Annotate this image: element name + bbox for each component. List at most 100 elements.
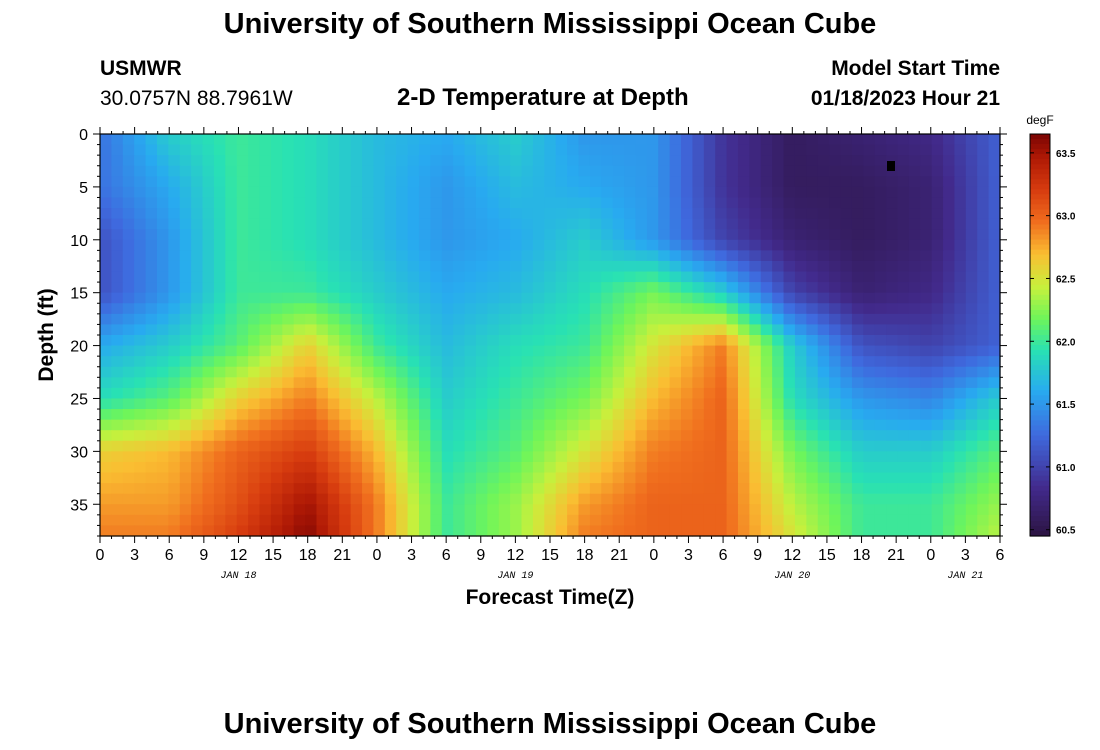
heatmap-cell [578,250,591,262]
heatmap-cell [430,472,443,484]
heatmap-cell [829,134,842,146]
heatmap-cell [874,197,887,209]
heatmap-cell [646,356,659,368]
colorbar-segment [1030,254,1050,261]
heatmap-cell [567,345,580,357]
heatmap-cell [396,430,409,442]
heatmap-cell [464,483,477,495]
heatmap-cell [305,239,318,251]
heatmap-cell [703,430,716,442]
heatmap-cell [783,282,796,294]
heatmap-cell [829,493,842,505]
heatmap-cell [726,176,739,188]
heatmap-cell [270,409,283,421]
heatmap-cell [475,525,488,537]
heatmap-cell [783,525,796,537]
heatmap-cell [248,409,261,421]
heatmap-cell [794,282,807,294]
heatmap-cell [248,186,261,199]
heatmap-cell [874,504,887,516]
heatmap-cell [920,218,933,230]
heatmap-cell [248,176,261,188]
heatmap-cell [396,303,409,315]
heatmap-cell [521,208,534,220]
heatmap-cell [225,366,238,378]
heatmap-cell [475,239,488,251]
heatmap-cell [555,239,568,251]
heatmap-cell [840,155,853,167]
heatmap-cell [213,324,226,336]
heatmap-cell [168,176,181,188]
heatmap-cell [362,504,375,516]
heatmap-cell [156,335,169,347]
x-tick-label: 0 [926,547,935,564]
heatmap-cell [567,271,580,283]
heatmap-cell [840,440,853,452]
heatmap-cell [510,366,523,378]
heatmap-cell [544,239,557,251]
heatmap-cell [794,186,807,199]
heatmap-cell [270,335,283,347]
heatmap-cell [339,134,352,146]
heatmap-cell [407,419,420,431]
heatmap-cell [418,335,431,347]
heatmap-cell [407,493,420,505]
heatmap-cell [943,525,956,537]
heatmap-cell [362,218,375,230]
heatmap-cell [510,271,523,283]
heatmap-cell [384,398,397,410]
heatmap-cell [794,134,807,146]
heatmap-cell [191,134,204,146]
heatmap-cell [384,292,397,304]
heatmap-cell [920,282,933,294]
heatmap-cell [920,514,933,527]
heatmap-cell [487,229,500,241]
heatmap-cell [464,430,477,442]
heatmap-cell [134,430,147,442]
heatmap-cell [908,387,921,400]
heatmap-cell [965,409,978,421]
heatmap-cell [681,155,693,167]
heatmap-cell [692,250,705,262]
heatmap-cell [362,335,375,347]
heatmap-cell [806,313,819,326]
heatmap-cell [931,514,944,527]
heatmap-cell [464,514,477,527]
heatmap-cell [168,525,181,537]
heatmap-cell [236,493,249,505]
heatmap-cell [567,398,580,410]
heatmap-cell [669,472,682,484]
heatmap-cell [339,461,352,474]
heatmap-cell [316,229,329,241]
heatmap-cell [681,260,693,273]
heatmap-cell [339,282,352,294]
heatmap-cell [134,461,147,474]
heatmap-cell [863,324,876,336]
heatmap-cell [453,440,466,452]
heatmap-cell [555,165,568,177]
heatmap-cell [897,409,910,421]
heatmap-cell [202,208,215,220]
heatmap-cell [145,313,158,326]
heatmap-cell [646,303,659,315]
heatmap-cell [202,292,215,304]
heatmap-cell [373,398,386,410]
date-label: JAN 20 [774,571,810,582]
heatmap-cell [772,197,785,209]
heatmap-cell [977,345,990,357]
heatmap-cell [635,472,648,484]
heatmap-cell [931,239,944,251]
heatmap-cell [350,440,363,452]
heatmap-cell [487,155,500,167]
heatmap-cell [134,271,147,283]
heatmap-cell [350,292,363,304]
colorbar-segment [1030,184,1050,190]
heatmap-cell [692,366,705,378]
colorbar-segment [1030,219,1050,226]
heatmap-cell [612,409,625,421]
heatmap-cell [248,504,261,516]
heatmap-cell [236,303,249,315]
heatmap-cell [293,144,306,156]
heatmap-cell [635,335,648,347]
heatmap-cell [441,229,454,241]
